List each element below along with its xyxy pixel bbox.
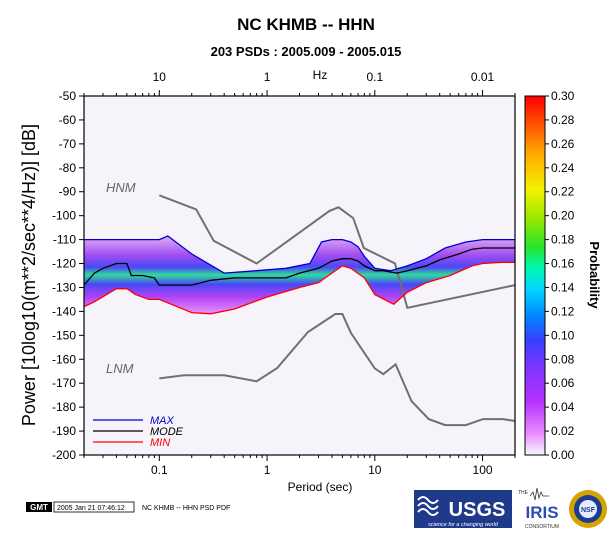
x-axis-label: Period (sec)	[288, 480, 353, 494]
y-tick-label: -90	[59, 185, 77, 199]
freq-tick-label: 10	[153, 70, 167, 84]
frequency-axis-label: Hz	[313, 68, 328, 82]
x-tick-label: 100	[473, 463, 493, 477]
lnm-label: LNM	[106, 361, 134, 376]
freq-tick-label: 0.01	[471, 70, 495, 84]
colorbar-tick-label: 0.00	[551, 448, 575, 462]
colorbar-tick-label: 0.16	[551, 257, 575, 271]
freq-tick-label: 1	[264, 70, 271, 84]
y-tick-label: -120	[52, 257, 76, 271]
y-tick-label: -150	[52, 328, 76, 342]
y-tick-label: -190	[52, 424, 76, 438]
min-curve	[84, 261, 515, 315]
iris-logo-text: IRIS	[525, 503, 558, 522]
max-curve	[84, 235, 515, 274]
colorbar-tick-label: 0.10	[551, 328, 575, 342]
lnm-curve	[159, 313, 515, 427]
usgs-tagline: science for a changing world	[428, 522, 499, 528]
mode-curve	[84, 247, 515, 286]
colorbar	[524, 95, 546, 456]
y-tick-label: -180	[52, 400, 76, 414]
chart-subtitle: 203 PSDs : 2005.009 - 2005.015	[211, 44, 402, 59]
colorbar-tick-label: 0.18	[551, 233, 575, 247]
legend-max-label: MAX	[150, 415, 175, 427]
hnm-curve	[158, 194, 515, 309]
colorbar-tick-label: 0.26	[551, 137, 575, 151]
iris-logo-the: THE	[518, 490, 529, 496]
y-tick-label: -50	[59, 89, 77, 103]
frequency-axis: 10 1 0.1 0.01	[83, 70, 516, 96]
y-tick-label: -100	[52, 209, 76, 223]
y-tick-label: -70	[59, 137, 77, 151]
colorbar-tick-label: 0.14	[551, 280, 575, 294]
stat-curves	[84, 235, 515, 315]
colorbar-tick-label: 0.12	[551, 304, 575, 318]
gmt-badge	[26, 502, 52, 512]
y-tick-label: -130	[52, 280, 76, 294]
y-tick-label: -80	[59, 161, 77, 175]
timestamp-box	[53, 501, 135, 513]
hnm-label: HNM	[106, 180, 136, 195]
legend-mode-label: MODE	[150, 426, 184, 438]
colorbar-tick-label: 0.28	[551, 113, 575, 127]
colorbar-tick-label: 0.02	[551, 424, 575, 438]
footer-caption: NC KHMB -- HHN PSD PDF	[142, 505, 230, 512]
colorbar-tick-label: 0.20	[551, 209, 575, 223]
legend: MAX MODE MIN	[93, 415, 184, 449]
y-tick-label: -110	[53, 233, 76, 247]
y-tick-label: -160	[52, 352, 76, 366]
colorbar-tick-label: 0.04	[551, 400, 575, 414]
nsf-seal: NSF	[569, 490, 607, 528]
x-tick-label: 1	[264, 463, 271, 477]
reference-models	[158, 194, 515, 427]
probability-band	[84, 236, 515, 314]
iris-logo: THE IRIS CONSORTIUM	[518, 487, 559, 530]
iris-logo-sub: CONSORTIUM	[525, 524, 559, 530]
colorbar-tick-label: 0.22	[551, 185, 575, 199]
legend-min-label: MIN	[150, 437, 170, 449]
colorbar-tick-label: 0.06	[551, 376, 575, 390]
colorbar-tick-label: 0.30	[551, 89, 575, 103]
usgs-logo-text: USGS	[449, 499, 506, 521]
nsf-seal-text: NSF	[581, 507, 596, 514]
y-tick-label: -170	[52, 376, 76, 390]
x-tick-label: 0.1	[151, 463, 168, 477]
colorbar-ticks: 0.00 0.02 0.04 0.06 0.08 0.10 0.12 0.14 0.16 0.18…	[545, 89, 575, 462]
colorbar-label: Probability	[587, 241, 602, 309]
y-tick-label: -60	[59, 113, 77, 127]
y-axis: -50 -60 -70 -80 -90 -100 -110 -120 -130 -140 -150 -…	[52, 89, 84, 462]
x-tick-label: 10	[368, 463, 382, 477]
y-tick-label: -200	[52, 448, 76, 462]
y-tick-label: -140	[52, 304, 76, 318]
colorbar-tick-label: 0.08	[551, 352, 575, 366]
colorbar-tick-label: 0.24	[551, 161, 575, 175]
timestamp: 2005 Jan 21 07:46:12	[57, 505, 125, 512]
x-axis: 0.1 1 10 100	[83, 455, 516, 477]
y-axis-label: Power [10log10(m**2/sec**4/Hz)] [dB]	[19, 124, 39, 426]
usgs-logo: USGS science for a changing world	[414, 490, 512, 528]
gmt-badge-text: GMT	[30, 503, 48, 512]
freq-tick-label: 0.1	[366, 70, 383, 84]
plot-content	[84, 194, 515, 427]
chart-title: NC KHMB -- HHN	[237, 15, 375, 34]
